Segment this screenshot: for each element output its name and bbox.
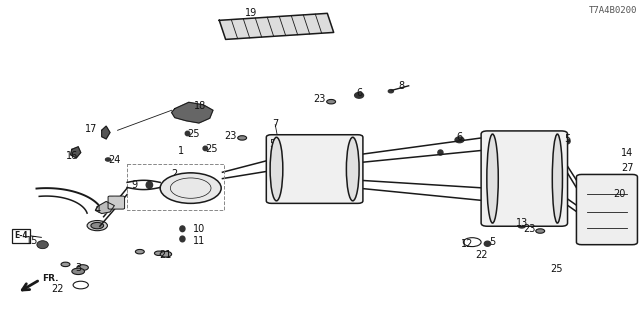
- Polygon shape: [102, 126, 110, 139]
- Text: 2: 2: [172, 169, 178, 179]
- Ellipse shape: [487, 134, 499, 223]
- Polygon shape: [220, 13, 333, 39]
- Circle shape: [72, 268, 84, 275]
- Text: E-4: E-4: [14, 231, 28, 240]
- Ellipse shape: [564, 139, 570, 144]
- Ellipse shape: [484, 241, 491, 246]
- Circle shape: [160, 251, 172, 257]
- Text: 7: 7: [273, 119, 279, 129]
- Text: 9: 9: [132, 180, 138, 190]
- Text: 11: 11: [193, 236, 205, 245]
- Text: T7A4B0200: T7A4B0200: [588, 6, 637, 15]
- Text: 23: 23: [225, 131, 237, 141]
- Text: 1: 1: [178, 146, 184, 156]
- Text: 5: 5: [490, 237, 495, 247]
- Circle shape: [61, 262, 70, 267]
- Ellipse shape: [187, 173, 195, 176]
- Ellipse shape: [37, 241, 49, 249]
- Text: 26: 26: [108, 196, 120, 206]
- Text: 19: 19: [245, 8, 257, 18]
- Text: 21: 21: [160, 250, 172, 260]
- Circle shape: [91, 222, 104, 229]
- Text: FR.: FR.: [43, 274, 59, 283]
- FancyBboxPatch shape: [577, 174, 637, 245]
- Circle shape: [87, 220, 108, 231]
- Text: 23: 23: [524, 224, 536, 235]
- Circle shape: [77, 265, 88, 270]
- Polygon shape: [95, 202, 115, 213]
- Text: 6: 6: [456, 132, 463, 142]
- Text: 5: 5: [269, 139, 275, 148]
- Text: 22: 22: [51, 284, 63, 294]
- Text: 24: 24: [108, 155, 120, 165]
- Circle shape: [136, 250, 144, 254]
- Ellipse shape: [269, 144, 275, 149]
- Ellipse shape: [438, 150, 443, 155]
- Ellipse shape: [518, 223, 525, 228]
- Ellipse shape: [185, 131, 189, 136]
- Ellipse shape: [346, 137, 359, 201]
- Ellipse shape: [180, 226, 185, 232]
- Ellipse shape: [146, 181, 152, 188]
- Text: 25: 25: [550, 264, 563, 274]
- Text: 23: 23: [314, 94, 326, 104]
- Text: 3: 3: [75, 262, 81, 273]
- Text: 17: 17: [85, 124, 97, 134]
- Ellipse shape: [552, 134, 563, 223]
- Ellipse shape: [270, 137, 283, 201]
- Text: 25: 25: [188, 129, 200, 139]
- Text: 15: 15: [26, 236, 38, 245]
- Text: 13: 13: [516, 218, 528, 228]
- Ellipse shape: [106, 158, 111, 161]
- FancyBboxPatch shape: [266, 135, 363, 204]
- Circle shape: [154, 251, 163, 255]
- Text: 27: 27: [621, 164, 634, 173]
- Text: 5: 5: [564, 134, 570, 144]
- Text: 22: 22: [475, 250, 488, 260]
- Circle shape: [536, 229, 545, 233]
- Bar: [127, 164, 225, 210]
- Text: 25: 25: [205, 144, 218, 154]
- Text: 10: 10: [193, 224, 205, 235]
- Polygon shape: [70, 147, 81, 158]
- Ellipse shape: [203, 146, 207, 151]
- Text: 12: 12: [461, 239, 474, 249]
- Ellipse shape: [180, 236, 185, 242]
- Text: 6: 6: [356, 88, 362, 98]
- Circle shape: [237, 136, 246, 140]
- Ellipse shape: [355, 92, 364, 98]
- Circle shape: [326, 100, 335, 104]
- Circle shape: [595, 225, 618, 237]
- Text: 20: 20: [614, 189, 626, 199]
- Ellipse shape: [455, 137, 464, 143]
- FancyBboxPatch shape: [108, 196, 125, 209]
- Ellipse shape: [388, 90, 394, 93]
- Polygon shape: [172, 102, 213, 123]
- Text: 16: 16: [66, 151, 78, 161]
- Text: 18: 18: [194, 100, 206, 110]
- FancyBboxPatch shape: [481, 131, 568, 226]
- Text: 14: 14: [621, 148, 633, 157]
- Text: 8: 8: [398, 81, 404, 92]
- Text: 4: 4: [94, 205, 100, 215]
- Circle shape: [160, 173, 221, 204]
